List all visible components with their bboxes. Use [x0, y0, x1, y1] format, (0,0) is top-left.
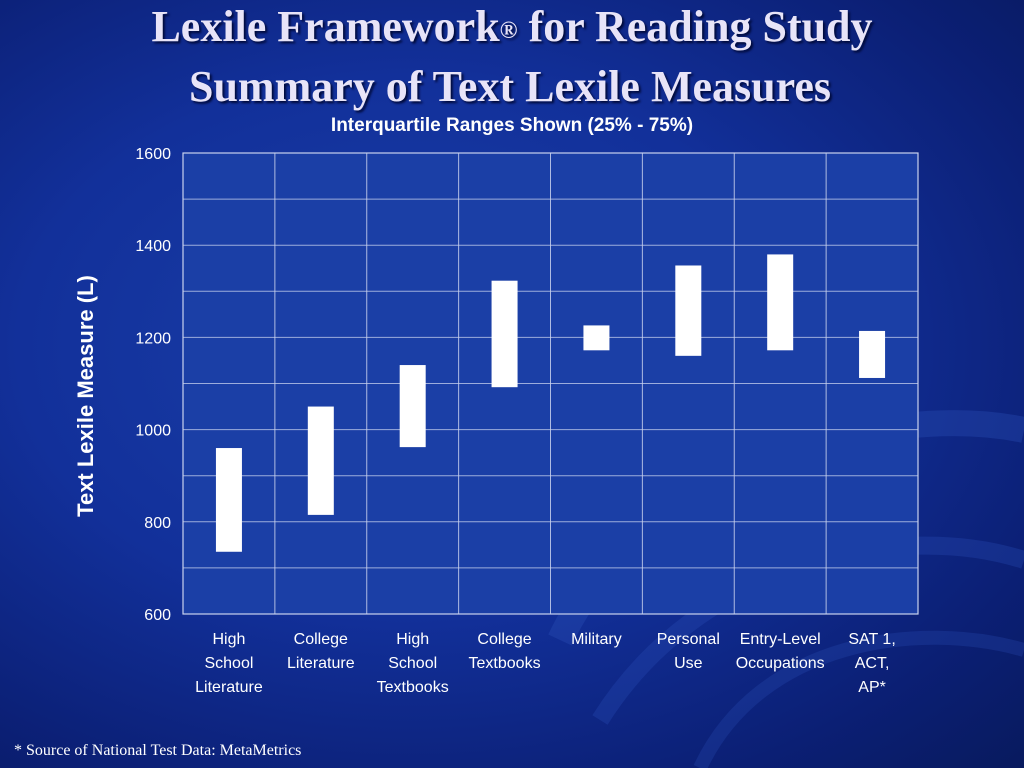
title-text: Lexile Framework: [151, 2, 500, 51]
y-tick-label: 1400: [135, 238, 171, 255]
slide-title-line-1: Lexile Framework® for Reading Study: [0, 2, 1024, 52]
range-bar: [307, 406, 334, 515]
range-bar: [859, 330, 886, 378]
slide-title-line-2: Summary of Text Lexile Measures: [188, 62, 832, 111]
x-tick-label: High School Literature: [195, 631, 263, 696]
source-footnote: * Source of National Test Data: MetaMetr…: [14, 742, 302, 759]
registered-mark: ®: [499, 18, 518, 44]
range-bar: [491, 280, 518, 388]
x-tick-label: College Literature: [287, 631, 355, 672]
y-tick-label: 1200: [135, 330, 171, 347]
x-tick-label: Entry-Level Occupations: [736, 631, 825, 672]
range-bar: [767, 254, 794, 351]
y-tick-label: 1000: [135, 423, 171, 440]
range-bar: [583, 325, 610, 351]
y-tick-label: 600: [144, 607, 171, 624]
x-tick-label: Personal Use: [657, 631, 720, 672]
x-tick-label: High School Textbooks: [377, 631, 449, 696]
x-tick-label: Military: [571, 631, 622, 648]
x-tick-label: College Textbooks: [469, 631, 541, 672]
chart-subtitle: Interquartile Ranges Shown (25% - 75%): [330, 115, 694, 136]
range-bar: [399, 365, 426, 448]
range-bar: [675, 265, 702, 356]
y-tick-label: 1600: [135, 146, 171, 163]
y-tick-label: 800: [144, 515, 171, 532]
title-text-rest: for Reading Study: [517, 2, 873, 51]
range-bar: [215, 448, 242, 552]
x-tick-label: SAT 1, ACT, AP*: [848, 631, 895, 696]
